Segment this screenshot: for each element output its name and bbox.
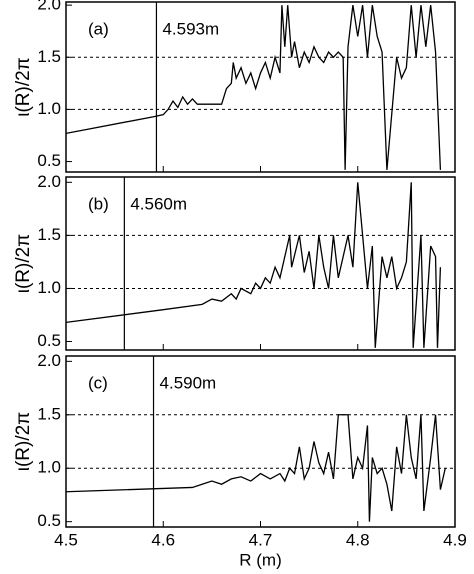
x-tick-label: 4.5 xyxy=(54,530,78,549)
y-axis-label: ι(R)/2π xyxy=(13,412,34,472)
panel-label: (c) xyxy=(88,373,108,392)
x-tick-label: 4.6 xyxy=(151,530,175,549)
panel-label: (a) xyxy=(88,19,109,38)
y-tick-label: 1.0 xyxy=(37,458,61,477)
annotation: 4.593m xyxy=(162,19,219,38)
y-tick-label: 1.5 xyxy=(37,404,61,423)
annotation: 4.590m xyxy=(160,373,217,392)
y-tick-label: 1.5 xyxy=(37,47,61,66)
x-axis-label: R (m) xyxy=(239,550,281,569)
data-line xyxy=(66,182,442,348)
panel-label: (b) xyxy=(88,194,109,213)
panel: 0.5 1.0 1.5 2.0 ι(R)/2π (b) 4.560m xyxy=(13,172,456,351)
y-tick-label: 2.0 xyxy=(37,172,61,191)
data-line xyxy=(66,414,446,522)
y-tick-label: 0.5 xyxy=(37,331,61,350)
y-tick-label: 2.0 xyxy=(37,351,61,370)
panel: 0.5 1.0 1.5 2.0 4.5 4.6 4.7 4.8 4.9 R (m) ι(R)/2π (… xyxy=(13,351,467,570)
data-line xyxy=(66,5,442,170)
y-tick-label: 0.5 xyxy=(37,151,61,170)
y-tick-label: 2.0 xyxy=(37,0,61,14)
x-tick-label: 4.8 xyxy=(346,530,370,549)
plot-frame xyxy=(65,176,456,351)
y-tick-label: 1.0 xyxy=(37,278,61,297)
y-tick-label: 0.5 xyxy=(37,511,61,530)
y-axis-label: ι(R)/2π xyxy=(13,57,34,117)
y-axis-label: ι(R)/2π xyxy=(13,234,34,294)
plot-frame xyxy=(65,355,456,528)
y-tick-label: 1.5 xyxy=(37,225,61,244)
plot-frame xyxy=(65,1,456,173)
annotation: 4.560m xyxy=(130,194,187,213)
x-tick-label: 4.9 xyxy=(443,530,467,549)
x-tick-label: 4.7 xyxy=(249,530,273,549)
panel: 0.5 1.0 1.5 2.0 ι(R)/2π (a) 4.593m xyxy=(13,0,456,173)
y-tick-label: 1.0 xyxy=(37,99,61,118)
